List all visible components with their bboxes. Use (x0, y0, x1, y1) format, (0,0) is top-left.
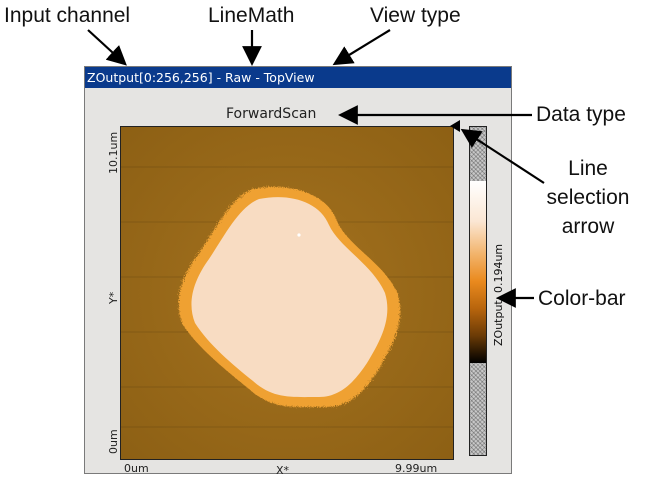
feature-plateau (191, 197, 388, 398)
callout-line-selection-2: selection (546, 186, 630, 209)
callout-view-type: View type (370, 4, 461, 27)
callout-line-selection-3: arrow (561, 215, 615, 238)
x-axis-min-label: 0um (124, 462, 149, 475)
color-bar-gradient (470, 181, 486, 363)
arrow-input-channel (87, 29, 127, 66)
arrow-view-type (332, 29, 391, 66)
callout-color-bar: Color-bar (538, 287, 626, 310)
afm-topography-image[interactable] (121, 127, 453, 459)
callout-line-selection-1: Line (568, 157, 608, 180)
color-bar[interactable] (469, 126, 487, 456)
callout-data-type: Data type (536, 103, 626, 126)
callout-linemath: LineMath (208, 4, 295, 27)
feature-particle (297, 233, 301, 237)
afm-image-frame[interactable] (120, 126, 454, 460)
window-title: ZOutput[0:256,256] - Raw - TopView (87, 70, 315, 85)
color-bar-bottom-clip (470, 363, 486, 455)
arrow-line-selection (460, 128, 545, 184)
window-title-bar[interactable]: ZOutput[0:256,256] - Raw - TopView (85, 67, 511, 88)
callout-input-channel: Input channel (4, 4, 131, 27)
data-type-label: ForwardScan (226, 106, 317, 122)
line-selection-arrow[interactable] (450, 120, 460, 132)
x-axis-max-label: 9.99um (395, 462, 438, 475)
x-axis-label: X* (276, 464, 290, 477)
